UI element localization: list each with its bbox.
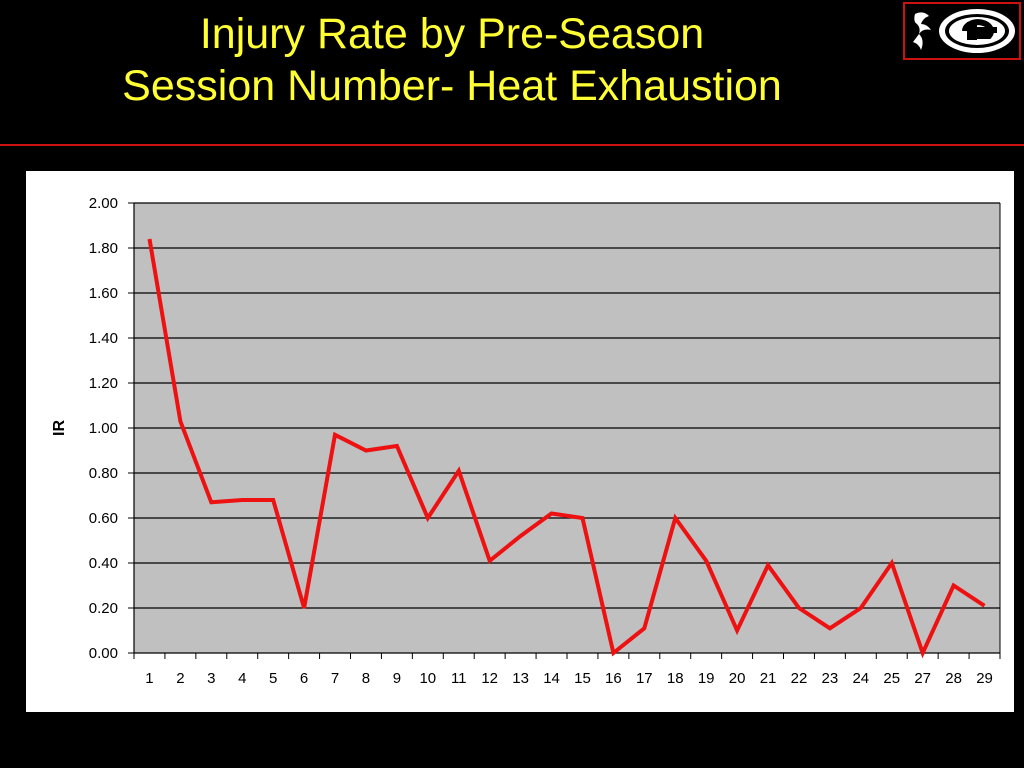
x-tick-label-13: 13 [512,670,529,687]
x-tick-label-4: 4 [238,670,246,687]
y-tick-label-0.80: 0.80 [89,465,118,482]
x-tick-label-20: 20 [729,670,746,687]
x-tick-label-7: 7 [331,670,339,687]
x-tick-label-11: 11 [451,670,467,687]
slide-title: Injury Rate by Pre-Season Session Number… [0,8,904,112]
x-tick-label-10: 10 [419,670,436,687]
y-axis-title: IR [51,420,68,436]
x-tick-label-24: 24 [852,670,869,687]
y-tick-label-0.20: 0.20 [89,600,118,617]
x-tick-label-17: 17 [636,670,653,687]
x-tick-label-2: 2 [176,670,184,687]
x-tick-label-29: 29 [976,670,993,687]
x-tick-label-5: 5 [269,670,277,687]
y-tick-label-1.00: 1.00 [89,420,118,437]
title-line-2: Session Number- Heat Exhaustion [122,62,782,110]
x-tick-label-8: 8 [362,670,370,687]
y-tick-label-0.40: 0.40 [89,555,118,572]
x-tick-label-14: 14 [543,670,560,687]
y-tick-label-2.00: 2.00 [89,195,118,212]
y-tick-label-1.80: 1.80 [89,240,118,257]
x-tick-label-3: 3 [207,670,215,687]
y-tick-label-0.60: 0.60 [89,510,118,527]
x-tick-label-27: 27 [914,670,931,687]
title-divider [0,144,1024,146]
x-tick-label-22: 22 [791,670,808,687]
x-tick-label-16: 16 [605,670,622,687]
x-tick-label-21: 21 [760,670,777,687]
x-tick-label-25: 25 [883,670,900,687]
y-tick-label-0.00: 0.00 [89,645,118,662]
x-tick-label-1: 1 [145,670,153,687]
x-tick-label-15: 15 [574,670,591,687]
x-tick-label-18: 18 [667,670,684,687]
georgia-g-logo-icon [903,2,1021,60]
x-tick-label-28: 28 [945,670,962,687]
y-tick-label-1.60: 1.60 [89,285,118,302]
chart-panel: 0.00 0.20 0.40 0.60 0.80 1.00 1.20 1.40 1.60 1.80… [26,171,1014,712]
series-group [147,238,986,659]
x-tick-label-6: 6 [300,670,308,687]
x-tick-label-12: 12 [481,670,498,687]
x-tick-label-23: 23 [822,670,839,687]
x-tick-labels: 1 2 3 4 5 6 7 8 9 10 11 12 13 14 15 16 17 18 19 20 21 22 23 24 2… [133,653,1001,687]
series-line-0 [147,238,986,659]
title-line-1: Injury Rate by Pre-Season [199,10,705,58]
line-chart: 0.00 0.20 0.40 0.60 0.80 1.00 1.20 1.40 1.60 1.80… [51,195,1001,687]
y-tick-label-1.20: 1.20 [89,375,118,392]
y-tick-labels: 0.00 0.20 0.40 0.60 0.80 1.00 1.20 1.40 1.60 1.80… [89,195,118,662]
x-tick-label-19: 19 [698,670,715,687]
x-tick-label-9: 9 [393,670,401,687]
y-tick-label-1.40: 1.40 [89,330,118,347]
